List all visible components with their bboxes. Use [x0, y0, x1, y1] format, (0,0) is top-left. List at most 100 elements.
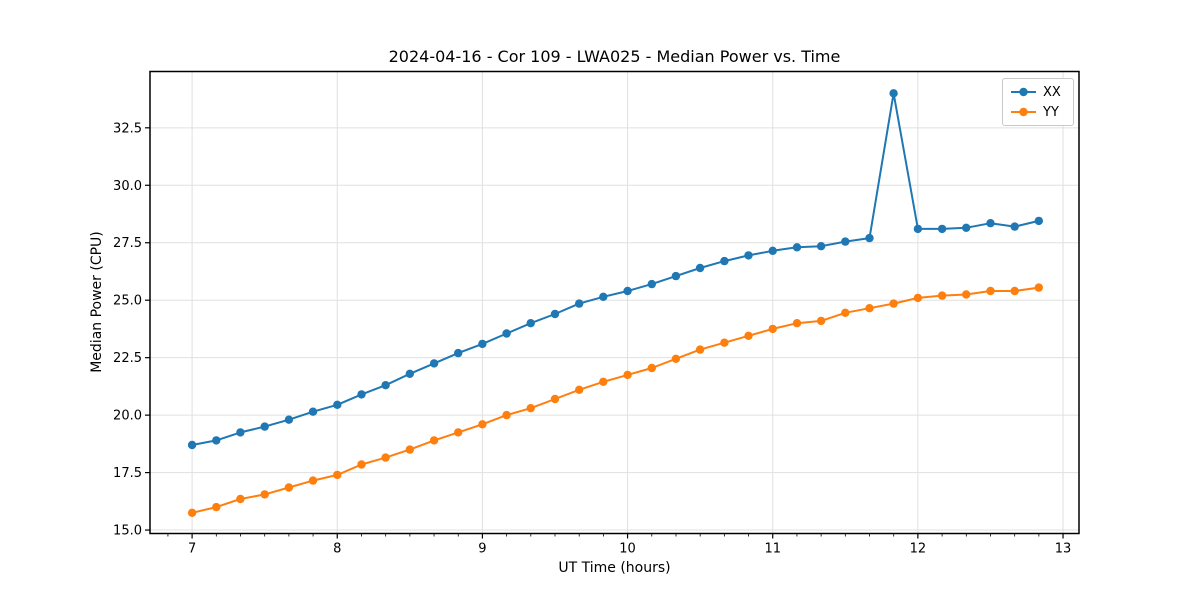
data-point — [599, 377, 608, 386]
y-tick-label: 20.0 — [113, 409, 142, 424]
data-point — [816, 316, 826, 326]
data-point — [478, 339, 487, 349]
data-point — [986, 286, 995, 296]
data-point — [744, 331, 753, 340]
data-point — [913, 224, 923, 234]
data-point — [841, 308, 850, 317]
data-point — [720, 338, 729, 347]
data-point — [260, 422, 269, 431]
data-point — [1034, 283, 1044, 292]
data-point — [768, 246, 777, 255]
data-point — [526, 319, 535, 328]
y-tick-label: 22.5 — [113, 351, 142, 366]
data-point — [212, 436, 221, 445]
y-tick-label: 15.0 — [113, 524, 142, 539]
data-point — [454, 348, 463, 358]
data-point — [260, 490, 269, 499]
data-point — [502, 329, 511, 338]
data-point — [937, 291, 947, 300]
x-tick-label: 8 — [333, 542, 341, 557]
y-tick-label: 30.0 — [113, 179, 142, 194]
data-point — [357, 460, 366, 469]
data-point — [575, 299, 584, 308]
y-tick-label: 25.0 — [113, 294, 142, 309]
data-point — [478, 420, 487, 429]
data-point — [623, 370, 632, 380]
data-point — [454, 428, 463, 437]
x-axis-label: UT Time (hours) — [558, 560, 671, 576]
data-point — [308, 476, 318, 485]
data-point — [429, 359, 439, 368]
data-point — [550, 394, 560, 404]
series-line-yy — [191, 286, 1039, 514]
data-point — [647, 363, 656, 373]
data-point — [212, 502, 221, 512]
data-point — [695, 345, 705, 354]
y-tick-label: 32.5 — [113, 121, 142, 136]
data-point — [1034, 216, 1044, 226]
data-point — [599, 292, 608, 301]
data-point — [381, 453, 390, 462]
plot-border — [149, 70, 1080, 535]
data-point — [937, 224, 947, 234]
chart-title: 2024-04-16 - Cor 109 - LWA025 - Median P… — [388, 47, 841, 66]
legend-swatch-yy-icon — [1011, 107, 1036, 117]
x-tick-label: 13 — [1055, 542, 1072, 557]
data-point — [1010, 222, 1019, 231]
data-point — [1010, 286, 1019, 296]
x-tick-label: 10 — [619, 542, 636, 557]
data-point — [962, 290, 971, 299]
x-tick-label: 11 — [764, 542, 781, 557]
data-point — [333, 470, 342, 480]
data-point — [986, 219, 995, 228]
data-point — [720, 256, 729, 266]
data-point — [236, 428, 245, 437]
data-point — [526, 404, 535, 413]
data-point — [962, 223, 971, 232]
data-point — [744, 251, 753, 260]
y-tick-label: 27.5 — [113, 236, 142, 251]
x-tick-label: 12 — [910, 542, 927, 557]
legend-label-xx: XX — [1043, 84, 1061, 100]
data-point — [187, 508, 197, 517]
data-point — [550, 309, 560, 319]
data-point — [187, 440, 197, 450]
data-point — [236, 494, 245, 504]
axis-ticks: 7 8 9 10 11 12 13 15.0 17.5 20.0 22.5 25.0 27.5 30.0 3… — [113, 121, 1071, 556]
data-point — [405, 369, 414, 378]
data-point — [889, 89, 898, 98]
legend-swatch-xx-icon — [1011, 87, 1036, 97]
data-point — [865, 304, 874, 313]
legend-label-yy: YY — [1043, 104, 1059, 120]
x-tick-label: 7 — [188, 542, 196, 557]
data-point — [575, 385, 584, 394]
data-point — [792, 319, 802, 328]
data-point — [865, 233, 874, 243]
data-point — [792, 243, 802, 252]
legend-item-yy: YY — [1010, 102, 1073, 122]
data-point — [647, 279, 656, 289]
data-point — [333, 400, 342, 409]
data-point — [284, 415, 294, 424]
data-point — [913, 293, 923, 303]
legend-item-xx: XX — [1010, 82, 1073, 102]
data-point — [308, 407, 318, 416]
legend: XX YY — [1002, 78, 1074, 126]
data-point — [623, 286, 632, 296]
series-markers-xx — [187, 89, 1044, 450]
data-point — [768, 324, 777, 334]
data-point — [841, 237, 850, 246]
grid-lines — [150, 71, 1079, 534]
data-point — [381, 381, 390, 390]
series-line-xx — [191, 92, 1040, 446]
y-axis-label: Median Power (CPU) — [89, 231, 105, 373]
data-point — [889, 299, 898, 308]
data-point — [671, 271, 681, 281]
data-point — [502, 410, 511, 420]
data-point — [357, 390, 366, 399]
series-markers-yy — [187, 283, 1044, 517]
data-point — [816, 242, 826, 251]
data-point — [695, 263, 705, 273]
